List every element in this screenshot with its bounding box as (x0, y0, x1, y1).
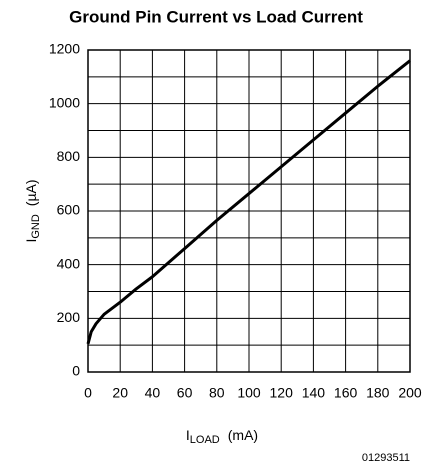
x-label-subscript: LOAD (190, 434, 220, 446)
x-tick-label: 0 (84, 385, 92, 401)
x-label-symbol: I (186, 427, 190, 443)
y-label-unit: (µA) (23, 179, 39, 206)
x-tick-label: 60 (177, 385, 193, 401)
x-tick-label: 80 (209, 385, 225, 401)
x-tick-label: 100 (237, 385, 261, 401)
x-tick-label: 140 (302, 385, 326, 401)
y-tick-label: 400 (57, 255, 81, 271)
x-tick-label: 40 (145, 385, 161, 401)
plot-frame (87, 49, 411, 373)
x-tick-label: 120 (270, 385, 294, 401)
data-line (86, 59, 411, 345)
y-tick-label: 200 (57, 309, 81, 325)
y-tick-label: 1200 (49, 41, 80, 57)
y-label-subscript: GND (30, 214, 42, 239)
x-label-unit: (mA) (228, 427, 258, 443)
x-tick-label: 160 (334, 385, 358, 401)
x-axis-label: ILOAD (mA) (186, 427, 258, 446)
x-tick-label: 180 (366, 385, 390, 401)
y-axis-label: IGND (µA) (23, 179, 42, 242)
footnote: 01293511 (362, 452, 410, 464)
y-tick-label: 800 (57, 148, 81, 164)
y-tick-label: 0 (72, 363, 80, 379)
y-tick-label: 1000 (49, 94, 80, 110)
y-label-symbol: I (23, 239, 39, 243)
chart-title: Ground Pin Current vs Load Current (69, 7, 363, 26)
x-tick-label: 20 (112, 385, 128, 401)
y-tick-label: 600 (57, 202, 81, 218)
x-tick-label: 200 (398, 385, 422, 401)
